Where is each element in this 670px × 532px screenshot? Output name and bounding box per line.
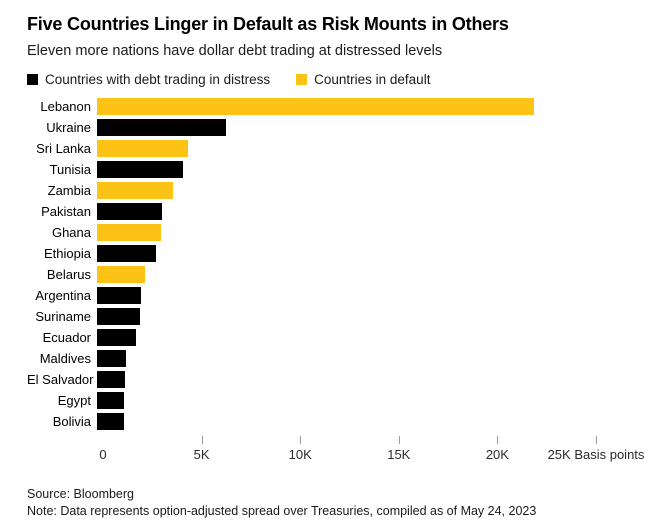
- chart-row: Argentina: [27, 285, 652, 306]
- bar-suriname: [97, 308, 140, 325]
- bar-lebanon: [97, 98, 534, 115]
- chart-row: Bolivia: [27, 411, 652, 432]
- x-axis: 0 5K 10K 15K 20K 25K Basis points: [99, 432, 652, 464]
- bar-ghana: [97, 224, 161, 241]
- country-label-ethiopia: Ethiopia: [44, 246, 91, 261]
- country-label-ghana: Ghana: [51, 225, 91, 240]
- country-label-belarus: Belarus: [46, 267, 91, 282]
- x-axis-tick: [398, 436, 400, 444]
- bar-zambia: [97, 182, 173, 199]
- bar-area: [97, 413, 652, 430]
- bar-area: [97, 308, 652, 325]
- x-axis-tick-label: 15K: [387, 447, 411, 462]
- legend-item-default: Countries in default: [296, 72, 430, 87]
- chart-row: Maldives: [27, 348, 652, 369]
- page-title: Five Countries Linger in Default as Risk…: [27, 14, 509, 34]
- chart-rows: Lebanon Ukraine Sri Lanka Tunisia Zambia Paki…: [27, 96, 652, 432]
- bar-ecuador: [97, 329, 136, 346]
- bar-area: [97, 266, 652, 283]
- bar-tunisia: [97, 161, 183, 178]
- country-label-sri-lanka: Sri Lanka: [36, 141, 91, 156]
- country-label-maldives: Maldives: [39, 351, 91, 366]
- country-label-egypt: Egypt: [57, 393, 91, 408]
- bar-el-salvador: [97, 371, 125, 388]
- chart-row: El Salvador: [27, 369, 652, 390]
- bar-area: [97, 203, 652, 220]
- country-label-argentina: Argentina: [35, 288, 91, 303]
- chart-row: Lebanon: [27, 96, 652, 117]
- bar-area: [97, 161, 652, 178]
- chart-footer: Source: Bloomberg Note: Data represents …: [27, 486, 652, 520]
- country-label-bolivia: Bolivia: [52, 414, 91, 429]
- chart-row: Egypt: [27, 390, 652, 411]
- bar-area: [97, 224, 652, 241]
- bar-ethiopia: [97, 245, 156, 262]
- chart-row: Belarus: [27, 264, 652, 285]
- legend-item-distress: Countries with debt trading in distress: [27, 72, 270, 87]
- bar-chart: Lebanon Ukraine Sri Lanka Tunisia Zambia Paki…: [27, 96, 652, 464]
- bar-area: [97, 140, 652, 157]
- country-label-el-salvador: El Salvador: [27, 372, 94, 387]
- legend-label-default: Countries in default: [314, 72, 431, 87]
- bar-pakistan: [97, 203, 162, 220]
- x-axis-tick-label: 10K: [288, 447, 312, 462]
- x-axis-tick-label: 20K: [485, 447, 509, 462]
- bar-area: [97, 245, 652, 262]
- bar-area: [97, 119, 652, 136]
- chart-row: Ghana: [27, 222, 652, 243]
- legend-label-distress: Countries with debt trading in distress: [45, 72, 271, 87]
- chart-row: Ethiopia: [27, 243, 652, 264]
- chart-row: Suriname: [27, 306, 652, 327]
- x-axis-tick-label: 0: [99, 447, 107, 462]
- source-text: Source: Bloomberg: [27, 487, 135, 501]
- chart-row: Pakistan: [27, 201, 652, 222]
- bar-area: [97, 350, 652, 367]
- x-axis-tick-label: 25K Basis points: [547, 447, 645, 462]
- country-label-tunisia: Tunisia: [49, 162, 91, 177]
- bar-area: [97, 287, 652, 304]
- distress-swatch-icon: [27, 74, 38, 85]
- bar-sri-lanka: [97, 140, 188, 157]
- default-swatch-icon: [296, 74, 308, 85]
- bar-area: [97, 392, 652, 409]
- country-label-ukraine: Ukraine: [46, 120, 91, 135]
- chart-legend: Countries with debt trading in distress …: [27, 72, 652, 87]
- bar-area: [97, 329, 652, 346]
- chart-row: Tunisia: [27, 159, 652, 180]
- country-label-pakistan: Pakistan: [41, 204, 91, 219]
- note-text: Note: Data represents option-adjusted sp…: [27, 504, 537, 518]
- chart-row: Ecuador: [27, 327, 652, 348]
- chart-row: Zambia: [27, 180, 652, 201]
- bar-bolivia: [97, 413, 124, 430]
- chart-row: Sri Lanka: [27, 138, 652, 159]
- x-axis-tick: [201, 436, 203, 444]
- bar-belarus: [97, 266, 145, 283]
- bar-maldives: [97, 350, 126, 367]
- country-label-ecuador: Ecuador: [42, 330, 91, 345]
- chart-card: Five Countries Linger in Default as Risk…: [27, 14, 652, 520]
- country-label-zambia: Zambia: [47, 183, 91, 198]
- country-label-suriname: Suriname: [35, 309, 91, 324]
- bar-egypt: [97, 392, 124, 409]
- x-axis-tick: [300, 436, 302, 444]
- bar-area: [97, 98, 652, 115]
- x-axis-tick: [596, 436, 597, 444]
- x-axis-tick: [497, 436, 499, 444]
- bar-argentina: [97, 287, 141, 304]
- bar-ukraine: [97, 119, 226, 136]
- x-axis-tick-label: 5K: [193, 447, 210, 462]
- bar-area: [97, 182, 652, 199]
- bar-area: [97, 371, 652, 388]
- chart-row: Ukraine: [27, 117, 652, 138]
- chart-subtitle: Eleven more nations have dollar debt tra…: [27, 43, 443, 59]
- country-label-lebanon: Lebanon: [40, 99, 91, 114]
